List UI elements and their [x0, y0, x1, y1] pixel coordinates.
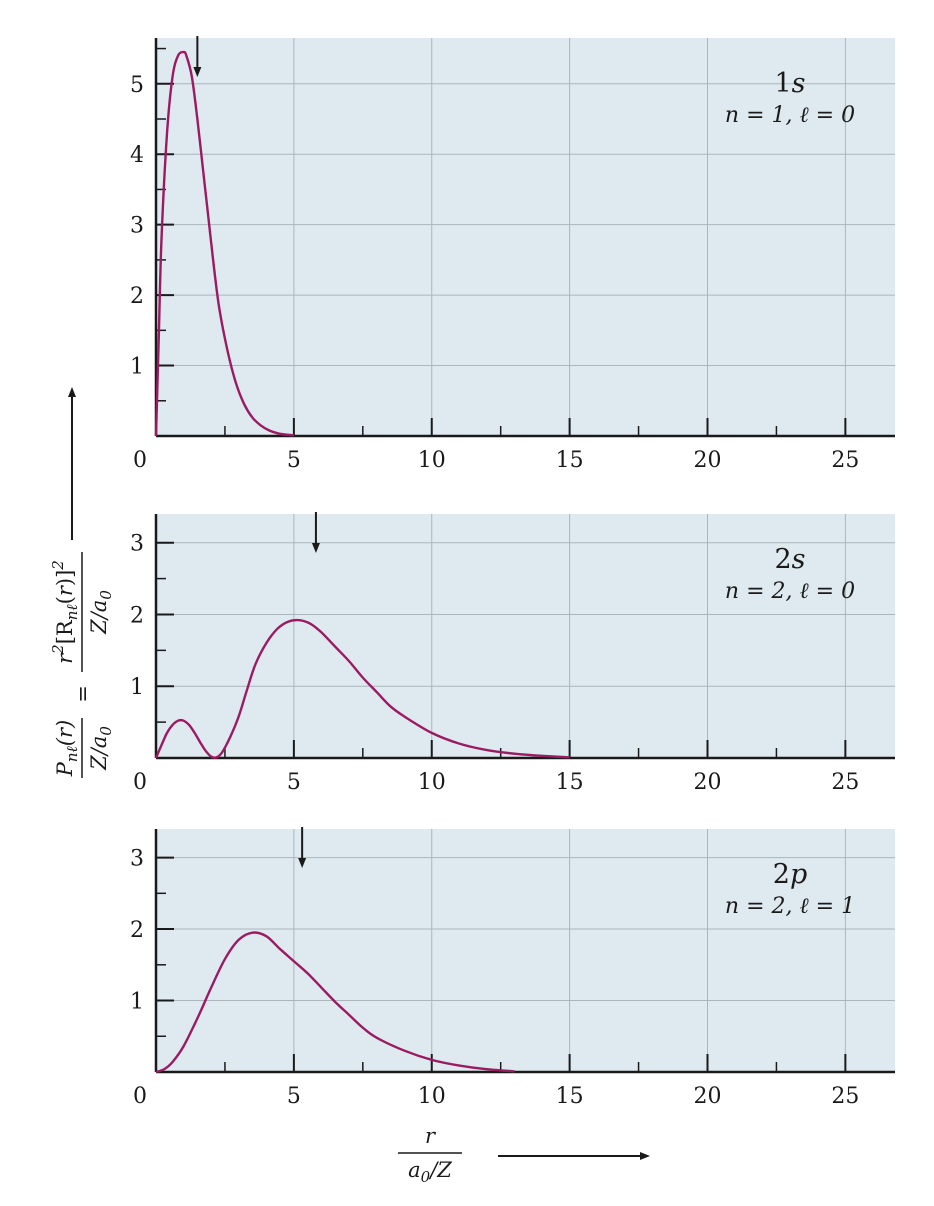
y-tick-label-1: 1 [130, 990, 144, 1015]
curve-2p [155, 931, 515, 1074]
x-tick-label-15: 15 [556, 448, 584, 473]
y-tick-label-3: 3 [130, 214, 144, 239]
x-tick-label-10: 10 [418, 448, 446, 473]
curve-1s [154, 50, 294, 437]
y-tick-label-3: 3 [130, 532, 144, 557]
curve-2s [154, 618, 570, 759]
x-tick-label-10: 10 [418, 1084, 446, 1109]
x-tick-label-20: 20 [693, 770, 721, 795]
plot-area-2s [156, 514, 895, 758]
y-tick-label-3: 3 [130, 847, 144, 872]
y-tick-label-1: 1 [130, 675, 144, 700]
panel-2p: 1 2 3 0 5 10 15 20 25 2p n = 2, ℓ = 1 [130, 827, 895, 1109]
x-tick-label-10: 10 [418, 770, 446, 795]
x-tick-label-20: 20 [693, 1084, 721, 1109]
x-label-denominator: a0/Z [408, 1158, 452, 1186]
x-label-numerator: r [425, 1124, 437, 1148]
orbital-name-2p: 2p [773, 859, 807, 890]
quantum-numbers-1s: n = 1, ℓ = 0 [725, 103, 855, 128]
y-tick-label-2: 2 [130, 284, 144, 309]
x-tick-label-5: 5 [287, 1084, 301, 1109]
y-tick-label-1: 1 [130, 355, 144, 380]
panel-1s: 1 2 3 4 5 0 5 10 15 20 25 1s n = 1, ℓ = 0 [130, 36, 895, 473]
orbital-name-2s: 2s [774, 544, 805, 575]
orbital-name-1s: 1s [774, 68, 805, 99]
x-tick-label-20: 20 [693, 448, 721, 473]
x-tick-label-5: 5 [287, 448, 301, 473]
x-tick-label-5: 5 [287, 770, 301, 795]
y-label-rhs-denominator: Z/a0 [87, 590, 115, 635]
x-tick-label-0: 0 [133, 770, 147, 795]
quantum-numbers-2s: n = 2, ℓ = 0 [725, 579, 855, 604]
x-tick-label-25: 25 [831, 1084, 859, 1109]
x-tick-label-25: 25 [831, 770, 859, 795]
quantum-numbers-2p: n = 2, ℓ = 1 [725, 894, 855, 919]
y-tick-label-5: 5 [130, 73, 144, 98]
y-label-lhs-denominator: Z/a0 [87, 726, 115, 771]
y-label-lhs-numerator: Pnℓ(r) [53, 720, 81, 778]
y-axis-label: Pnℓ(r) Z/a0 = r2[Rnℓ(r)]2 Z/a0 [49, 552, 115, 778]
plot-area-1s [156, 38, 895, 436]
x-tick-label-25: 25 [831, 448, 859, 473]
x-tick-label-15: 15 [556, 770, 584, 795]
x-axis-label: r a0/Z [398, 1124, 462, 1186]
y-tick-label-4: 4 [130, 143, 144, 168]
panel-2s: 1 2 3 0 5 10 15 20 25 2s n = 2, ℓ = 0 [130, 512, 895, 795]
plot-area-2p [156, 829, 895, 1072]
y-tick-label-2: 2 [130, 918, 144, 943]
y-label-rhs-numerator: r2[Rnℓ(r)]2 [49, 560, 81, 664]
y-tick-label-2: 2 [130, 603, 144, 628]
x-tick-label-0: 0 [133, 1084, 147, 1109]
x-tick-label-15: 15 [556, 1084, 584, 1109]
x-tick-label-0: 0 [133, 448, 147, 473]
y-label-equals: = [71, 685, 95, 703]
